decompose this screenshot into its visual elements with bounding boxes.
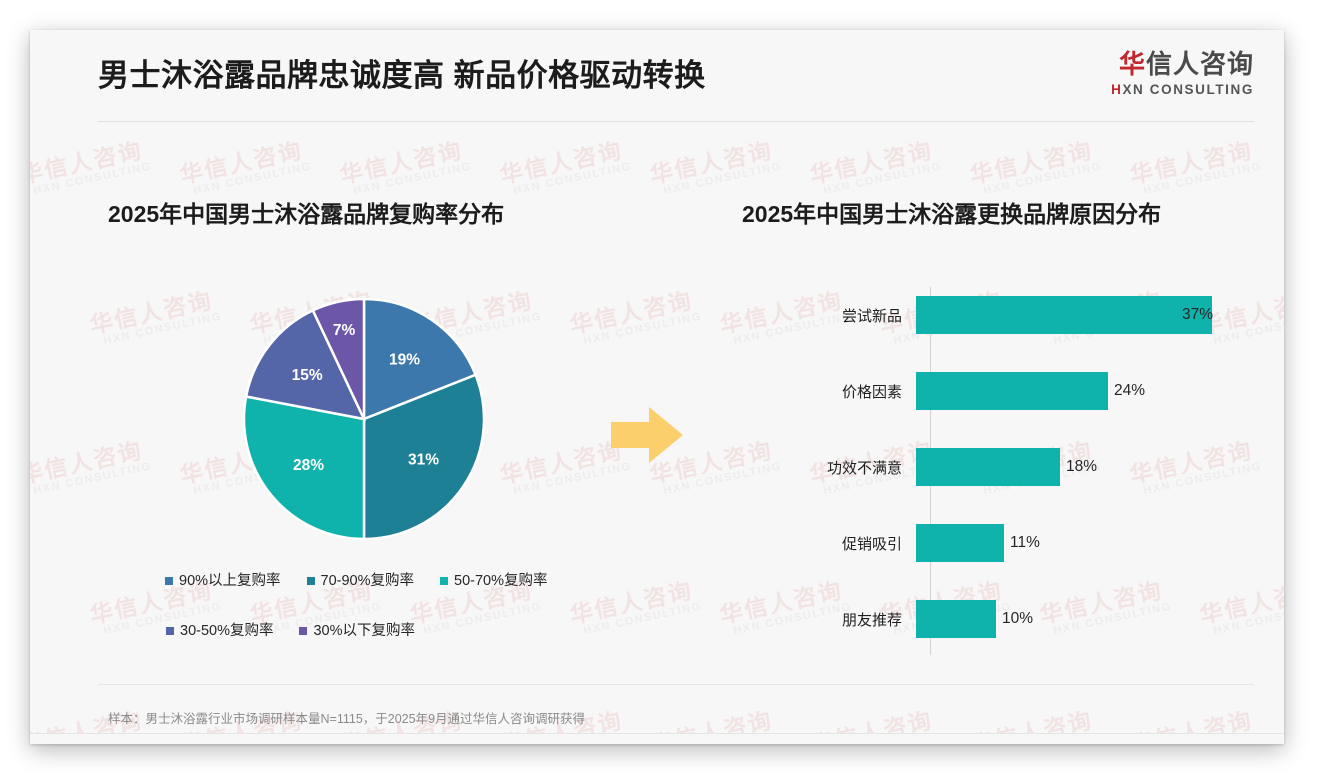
legend-label: 90%以上复购率 bbox=[179, 572, 281, 589]
bar-category-label: 功效不满意 bbox=[826, 459, 902, 477]
legend-swatch-icon bbox=[440, 577, 449, 585]
legend-item[interactable]: 50-70%复购率 bbox=[440, 572, 548, 589]
legend-item[interactable]: 90%以上复购率 bbox=[165, 574, 281, 589]
slide-footer: ©2025.11 HXR华信人咨询 www.hxrcon.com bbox=[30, 733, 1284, 744]
pie-chart-svg: 19% 31% 28% 15% 7% bbox=[242, 297, 486, 541]
pie-slice[interactable] bbox=[311, 297, 366, 420]
slide-canvas: 华信人咨询 HXN CONSULTING 华信人咨询 HXN CONSULTING 华信… bbox=[30, 30, 1284, 744]
logo-char-hua: 华 bbox=[1118, 49, 1146, 79]
bar-chart-row: 尝试新品 37% bbox=[742, 296, 1252, 334]
legend-label: 30%以下复购率 bbox=[313, 622, 416, 639]
bar-value-label: 10% bbox=[1002, 610, 1034, 627]
bar-fill[interactable] bbox=[916, 296, 1212, 334]
pie-chart-title: 2025年中国男士沐浴露品牌复购率分布 bbox=[108, 201, 505, 227]
bar-track: 11% bbox=[916, 524, 1252, 562]
logo-en-initial: H bbox=[1111, 81, 1123, 97]
legend-item[interactable]: 70-90%复购率 bbox=[306, 572, 415, 589]
legend-label: 70-90%复购率 bbox=[320, 572, 415, 589]
bar-chart-row: 价格因素 24% bbox=[742, 372, 1252, 410]
bar-category-label: 朋友推荐 bbox=[841, 611, 902, 629]
pie-slice-label: 15% bbox=[292, 367, 323, 384]
bar-track: 24% bbox=[916, 372, 1252, 410]
bar-category-label: 促销吸引 bbox=[841, 535, 902, 553]
bar-value-label: 37% bbox=[1182, 306, 1214, 323]
bar-chart-row: 促销吸引 11% bbox=[742, 524, 1252, 562]
header-divider bbox=[98, 121, 1254, 122]
logo-chinese-rest: 信人咨询 bbox=[1145, 49, 1254, 79]
logo-chinese: 华信人咨询 bbox=[1111, 49, 1254, 80]
footnote-divider bbox=[98, 684, 1254, 685]
pie-slice-label: 7% bbox=[333, 322, 356, 339]
bar-category-label: 价格因素 bbox=[841, 383, 902, 401]
pie-chart: 19% 31% 28% 15% 7% bbox=[242, 297, 486, 541]
legend-label: 50-70%复购率 bbox=[454, 572, 548, 589]
legend-label: 30-50%复购率 bbox=[180, 622, 274, 639]
brand-logo: 华信人咨询 HXN CONSULTING bbox=[1111, 49, 1254, 97]
bar-chart-row: 朋友推荐 10% bbox=[742, 600, 1252, 638]
legend-swatch-icon bbox=[299, 627, 308, 635]
bar-track: 18% bbox=[916, 448, 1252, 486]
bar-chart-title: 2025年中国男士沐浴露更换品牌原因分布 bbox=[742, 201, 1162, 227]
legend-row-1: 90%以上复购率 70-90%复购率 50-70%复购率 bbox=[165, 567, 635, 595]
pie-slice-label: 28% bbox=[293, 457, 324, 474]
logo-english: HXN CONSULTING bbox=[1111, 82, 1254, 97]
bar-value-label: 11% bbox=[1010, 534, 1040, 551]
pie-chart-legend: 90%以上复购率 70-90%复购率 50-70%复购率 30-50%复购率 30%以… bbox=[165, 567, 635, 645]
bar-category-label: 尝试新品 bbox=[841, 307, 902, 325]
bar-fill[interactable] bbox=[916, 600, 996, 638]
slide-header: 男士沐浴露品牌忠诚度高 新品价格驱动转换 华信人咨询 HXN CONSULTIN… bbox=[30, 30, 1284, 122]
arrow-right-icon bbox=[611, 403, 683, 467]
bar-value-label: 24% bbox=[1114, 382, 1146, 399]
legend-item[interactable]: 30%以下复购率 bbox=[299, 624, 415, 639]
pie-slice-label: 31% bbox=[408, 451, 439, 468]
legend-item[interactable]: 30-50%复购率 bbox=[166, 624, 273, 639]
footnote-text: 样本：男士沐浴露行业市场调研样本量N=1115，于2025年9月通过华信人咨询调… bbox=[108, 712, 586, 726]
bar-fill[interactable] bbox=[916, 372, 1108, 410]
bar-chart-row: 功效不满意 18% bbox=[742, 448, 1252, 486]
pie-slice[interactable] bbox=[242, 395, 366, 541]
pie-chart-panel: 19% 31% 28% 15% 7% 90%以上复购率 70-90%复购率 50-70%复购… bbox=[90, 270, 650, 670]
bar-track: 10% bbox=[916, 600, 1252, 638]
bar-fill[interactable] bbox=[916, 448, 1060, 486]
bar-value-label: 18% bbox=[1066, 458, 1098, 475]
bar-track: 37% bbox=[916, 296, 1252, 334]
bar-fill[interactable] bbox=[916, 524, 1004, 562]
pie-slice-label: 19% bbox=[389, 351, 420, 368]
pie-slice[interactable] bbox=[362, 297, 478, 421]
legend-swatch-icon bbox=[165, 577, 173, 585]
legend-swatch-icon bbox=[166, 627, 174, 635]
legend-row-2: 30-50%复购率 30%以下复购率 bbox=[165, 617, 635, 645]
pie-slice[interactable] bbox=[362, 373, 486, 541]
pie-slice[interactable] bbox=[244, 308, 367, 421]
legend-swatch-icon bbox=[306, 577, 315, 585]
bar-chart-panel: 尝试新品 37% 价格因素 24% 功效不满意 18% 促销吸引 11% 朋友推荐 10% bbox=[742, 255, 1252, 675]
page-title: 男士沐浴露品牌忠诚度高 新品价格驱动转换 bbox=[98, 58, 706, 93]
logo-en-rest: XN CONSULTING bbox=[1122, 81, 1254, 97]
